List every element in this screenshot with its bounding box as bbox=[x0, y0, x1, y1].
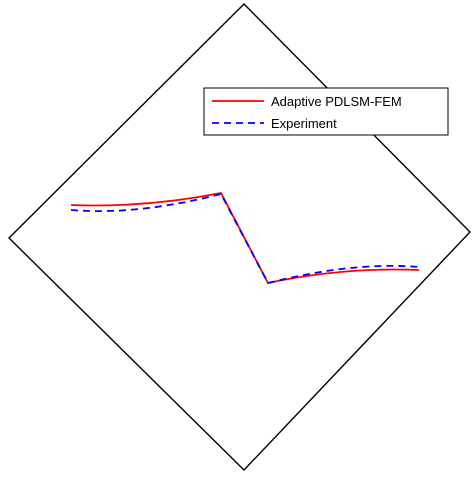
legend-label-experiment: Experiment bbox=[271, 116, 337, 131]
legend-label-adaptive-pdlsm-fem: Adaptive PDLSM-FEM bbox=[271, 94, 402, 109]
crack-path-adaptive-pdlsm-fem bbox=[70, 191, 420, 285]
specimen-outline bbox=[8, 3, 471, 471]
legend: Adaptive PDLSM-FEM Experiment bbox=[203, 87, 449, 136]
legend-box bbox=[203, 87, 449, 136]
